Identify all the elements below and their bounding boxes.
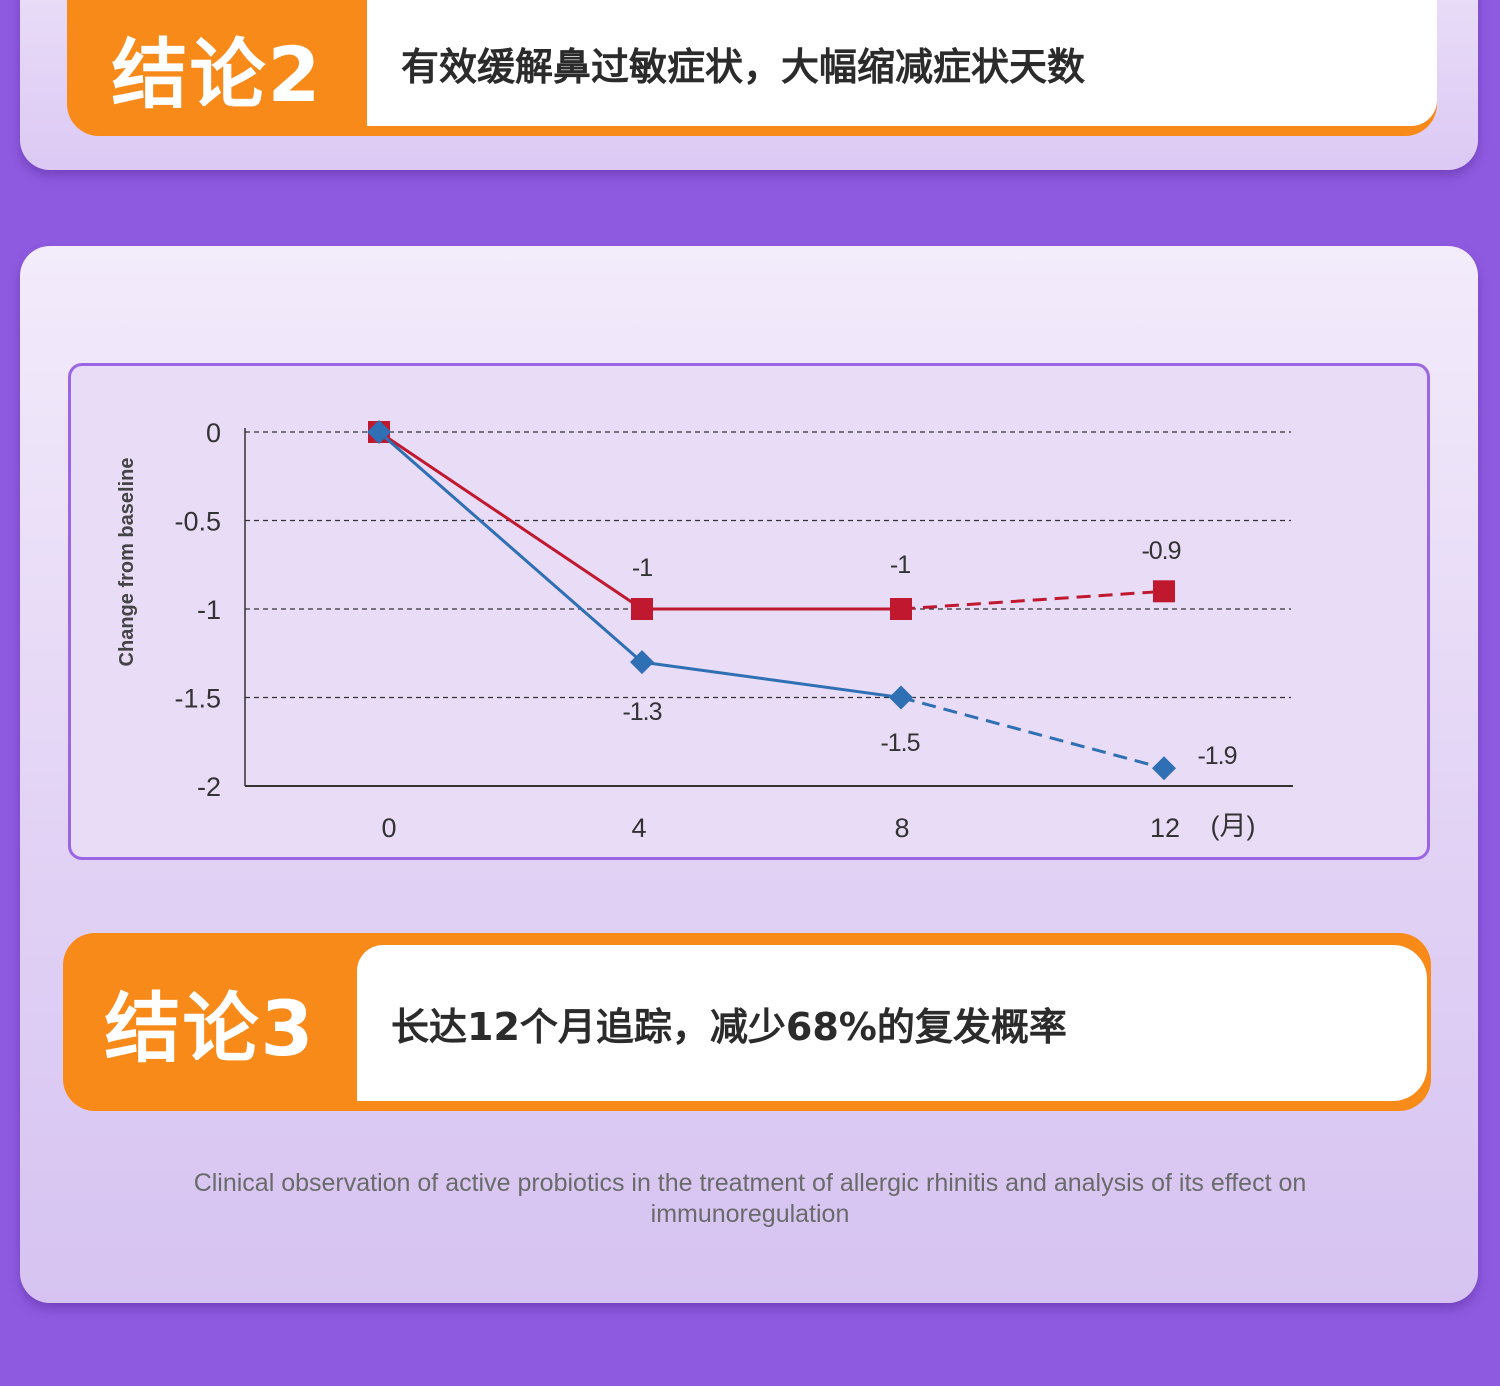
series-1-segment [900,589,1165,611]
series-2-data-label: -1.5 [880,729,919,757]
x-unit-label: (月) [1211,811,1256,841]
citation-text: Clinical observation of active probiotic… [193,1169,1307,1228]
series-2-marker [889,685,913,710]
series-2-marker [1152,756,1176,781]
conclusion2-text: 有效缓解鼻过敏症状，大幅缩减症状天数 [401,44,1086,89]
series-1-marker [1153,580,1175,603]
conclusion2-text-panel: 有效缓解鼻过敏症状，大幅缩减症状天数 [367,0,1437,126]
series-1-data-label: -0.9 [1141,537,1180,565]
series-2-segment [641,660,902,699]
line-chart: 0 -0.5 -1 -1.5 -2 Change from baseline 0 4 8 12 (月… [116,418,1293,843]
y-tick-label: -0.5 [174,507,221,537]
conclusion2-banner: 结论2 有效缓解鼻过敏症状，大幅缩减症状天数 [67,0,1437,136]
y-tick-label: -1 [197,595,221,625]
chart-frame: 0 -0.5 -1 -1.5 -2 Change from baseline 0 4 8 12 (月… [68,363,1430,860]
x-tick-label: 12 [1150,813,1180,843]
series-2-segment [900,696,1165,770]
y-tick-label: -1.5 [174,684,221,714]
series-2-marker [630,650,654,675]
series-1-segment [378,430,643,611]
series-1-marker [890,598,912,620]
y-tick-label: 0 [206,418,221,448]
series-1-marker [631,598,653,620]
conclusion2-tag: 结论2 [111,30,323,119]
x-tick-label: 8 [894,813,909,843]
conclusion3-tag: 结论3 [104,984,316,1073]
y-tick-label: -2 [197,772,221,802]
series-2-data-label: -1.3 [622,698,661,726]
series-1-data-label: -1 [890,551,910,579]
series-2-marker [367,420,391,444]
series-2-segment [378,430,643,664]
conclusion3-text: 长达12个月追踪，减少68%的复发概率 [391,1004,1067,1049]
conclusion3-text-panel: 长达12个月追踪，减少68%的复发概率 [357,945,1427,1101]
x-tick-label: 4 [631,813,646,843]
series-2-data-label: -1.9 [1197,742,1236,770]
x-tick-label: 0 [381,813,396,843]
conclusion3-banner: 结论3 长达12个月追踪，减少68%的复发概率 [63,933,1431,1111]
series-1-data-label: -1 [632,554,652,582]
y-axis-title: Change from baseline [116,458,138,667]
